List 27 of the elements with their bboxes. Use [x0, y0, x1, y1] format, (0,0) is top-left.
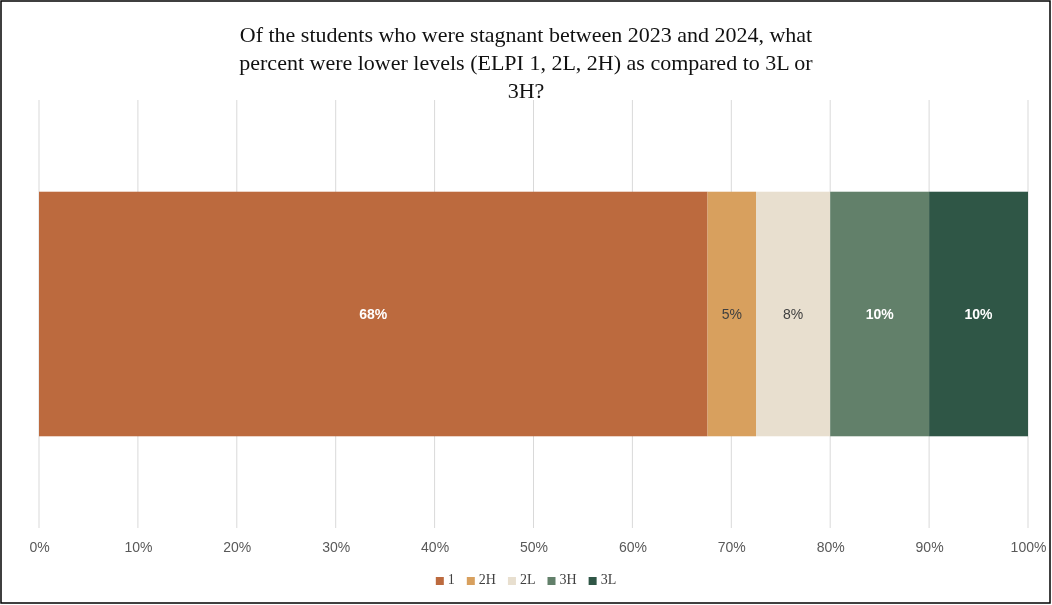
x-tick-label: 30%: [322, 538, 351, 555]
bar: [756, 191, 831, 437]
bar: [39, 191, 708, 437]
bar: [707, 191, 757, 437]
data-label: 68%: [359, 305, 388, 322]
x-tick-label: 40%: [421, 538, 450, 555]
legend-label: 3L: [600, 572, 617, 587]
x-tick-label: 80%: [816, 538, 845, 555]
x-tick-label: 90%: [915, 538, 944, 555]
x-tick-label: 10%: [124, 538, 153, 555]
bar: [929, 191, 1028, 437]
x-tick-label: 0%: [29, 538, 50, 555]
x-tick-label: 20%: [223, 538, 252, 555]
legend-label: 1: [447, 572, 455, 587]
x-tick-label: 70%: [717, 538, 746, 555]
x-tick-label: 100%: [1010, 538, 1047, 555]
x-tick-label: 50%: [519, 538, 549, 555]
data-label: 10%: [964, 305, 994, 322]
data-label: 5%: [721, 305, 742, 322]
data-label: 8%: [783, 305, 804, 322]
bar: [830, 191, 930, 437]
legend-label: 3H: [559, 572, 577, 587]
data-label: 10%: [865, 305, 895, 322]
x-tick-label: 60%: [618, 538, 647, 555]
legend-label: 2H: [478, 572, 496, 587]
chart-title: Of the students who were stagnant between 2023 and 2024, what percent were lower levels (ELPI 1, 2L, 2H) as compared to 3L or 3H?: [239, 22, 814, 103]
legend-label: 2L: [519, 572, 536, 587]
